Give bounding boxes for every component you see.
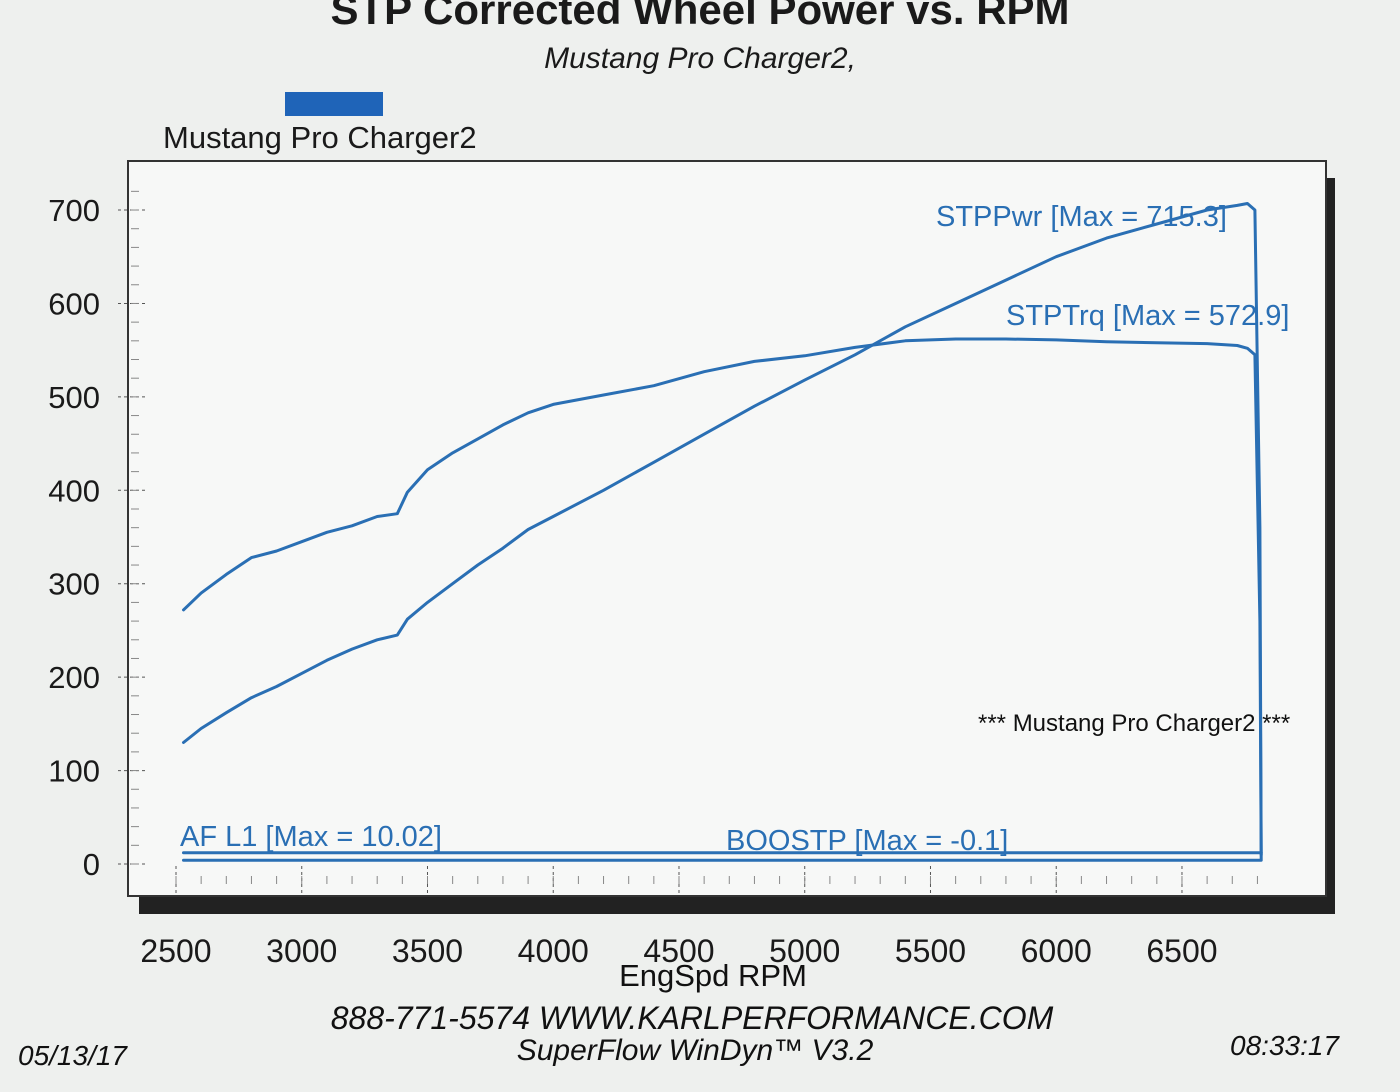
series-line-0 [182,202,1263,861]
x-tick-label-3000: 3000 [266,933,337,969]
y-tick-label-600: 600 [48,286,100,321]
series-label-0: STPPwr [Max = 715.3] [936,201,1227,233]
series-line-1 [182,337,1263,857]
run-time: 08:33:17 [1230,1030,1339,1061]
y-tick-label-300: 300 [48,567,100,602]
run-date: 05/13/17 [18,1040,127,1071]
series-label-2: AF L1 [Max = 10.02] [180,821,442,853]
x-tick-label-6500: 6500 [1146,933,1217,969]
x-axis-title: EngSpd RPM [619,958,807,993]
y-tick-label-400: 400 [48,473,100,508]
software-version: SuperFlow WinDyn™ V3.2 [516,1034,874,1067]
x-tick-label-4500: 4500 [643,933,714,969]
plot-area [127,160,1327,897]
x-tick-label-5500: 5500 [895,933,966,969]
legend-swatch [285,92,383,116]
x-tick-label-5000: 5000 [769,933,840,969]
y-tick-label-200: 200 [48,660,100,695]
chart-subtitle: Mustang Pro Charger2, [544,42,856,75]
y-tick-label-0: 0 [83,847,100,882]
y-tick-label-700: 700 [48,193,100,228]
x-tick-label-6000: 6000 [1021,933,1092,969]
x-tick-label-2500: 2500 [140,933,211,969]
y-tick-label-100: 100 [48,754,100,789]
series-label-1: STPTrq [Max = 572.9] [1006,300,1289,332]
legend-label: Mustang Pro Charger2 [163,120,477,155]
x-tick-label-3500: 3500 [392,933,463,969]
y-tick-label-500: 500 [48,380,100,415]
run-annotation: *** Mustang Pro Charger2 *** [978,710,1291,737]
contact-line: 888-771-5574 WWW.KARLPERFORMANCE.COM [330,1000,1054,1036]
x-tick-label-4000: 4000 [518,933,589,969]
series-label-3: BOOSTP [Max = -0.1] [726,825,1008,857]
chart-title: STP Corrected Wheel Power vs. RPM [330,0,1070,33]
